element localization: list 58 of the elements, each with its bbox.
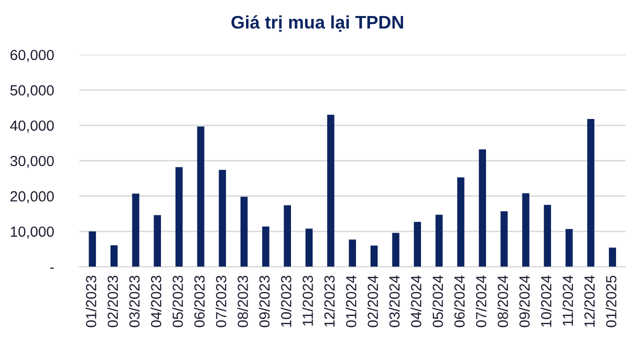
y-tick-label: 60,000: [10, 50, 54, 62]
bar: [436, 214, 443, 267]
y-tick-label: 40,000: [10, 120, 54, 133]
x-tick-label: 09/2023: [258, 276, 270, 328]
x-tick-label: 07/2024: [476, 276, 486, 328]
x-tick-label: 11/2023: [302, 276, 313, 326]
y-tick-label: 20,000: [10, 191, 54, 204]
bar: [414, 222, 422, 267]
chart-title: Giá trị mua lại TPDN: [231, 15, 404, 32]
x-tick-label: 01/2024: [346, 276, 356, 328]
bar: [306, 228, 313, 267]
x-tick-label: 04/2023: [150, 276, 162, 328]
bar: [457, 177, 464, 267]
bar: [218, 170, 226, 267]
x-tick-label: 06/2023: [194, 276, 205, 328]
bar: [370, 246, 378, 267]
x-tick-label: 12/2023: [324, 276, 335, 327]
bar: [154, 215, 161, 267]
x-tick-label: 06/2024: [454, 276, 465, 328]
bar: [392, 232, 400, 267]
x-tick-label: 02/2023: [107, 276, 118, 328]
y-tick-label: 30,000: [10, 156, 54, 168]
bar: [175, 167, 183, 267]
bar: [544, 204, 552, 267]
x-tick-label: 01/2025: [606, 276, 616, 328]
bar: [132, 194, 140, 267]
x-tick-label: 04/2024: [410, 276, 422, 328]
bar: [327, 114, 334, 267]
x-tick-label: 01/2023: [86, 276, 96, 328]
x-tick-label: 09/2024: [518, 276, 530, 328]
x-tick-label: 11/2024: [562, 276, 574, 326]
x-tick-label: 08/2024: [497, 276, 508, 328]
x-tick-label: 05/2024: [432, 276, 444, 328]
x-tick-label: 05/2023: [172, 276, 183, 328]
bar: [587, 119, 594, 267]
bar: [348, 240, 356, 267]
y-tick-label: -: [50, 268, 54, 269]
bar: [197, 126, 204, 267]
bar: [500, 211, 508, 267]
x-tick-label: 03/2023: [128, 276, 140, 328]
y-tick-label: 50,000: [10, 85, 54, 98]
bar: [566, 228, 573, 267]
y-tick-label: 10,000: [10, 226, 54, 239]
x-tick-label: 07/2023: [216, 276, 226, 328]
bar: [110, 245, 118, 267]
x-tick-label: 03/2024: [388, 276, 400, 328]
x-tick-label: 12/2024: [584, 276, 595, 327]
x-tick-label: 02/2024: [367, 276, 378, 328]
x-tick-label: 10/2024: [540, 276, 552, 327]
bar: [88, 231, 96, 267]
bar: [478, 149, 486, 267]
bar: [284, 205, 291, 267]
bar: [522, 193, 530, 267]
bar: [262, 226, 270, 267]
x-tick-label: 08/2023: [237, 276, 248, 328]
x-tick-label: 10/2023: [280, 276, 292, 327]
bar: [608, 248, 616, 267]
bar: [240, 196, 248, 267]
